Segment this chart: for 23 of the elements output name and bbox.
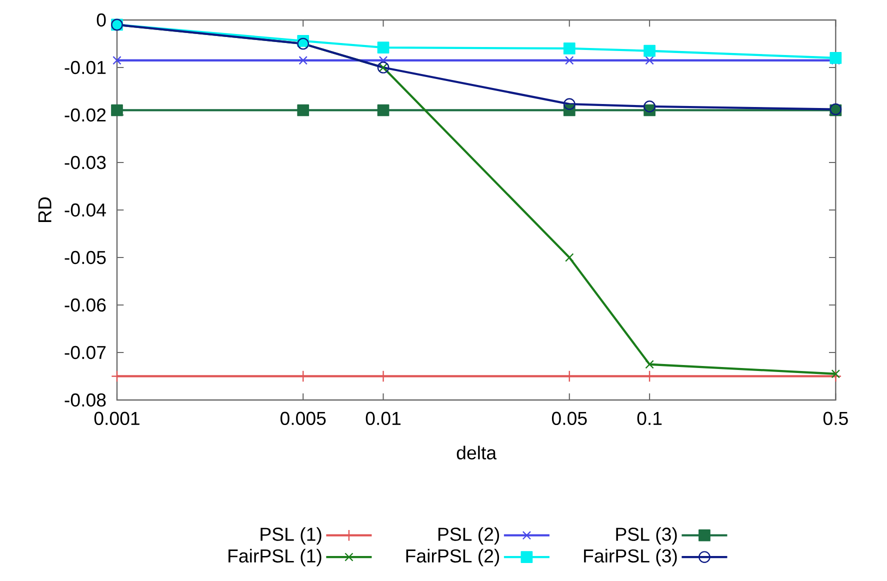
- y-tick-label: -0.02: [64, 108, 106, 122]
- x-tick-label: 0.5: [823, 412, 848, 426]
- x-tick-label: 0.1: [637, 412, 662, 426]
- y-tick-label: -0.05: [64, 250, 106, 264]
- y-tick-label: -0.07: [64, 346, 106, 360]
- y-tick-label: -0.01: [64, 60, 106, 74]
- x-tick-label: 0.01: [366, 412, 401, 426]
- y-tick-label: -0.06: [64, 298, 106, 312]
- y-axis-title: RD: [38, 197, 52, 222]
- legend-label: PSL (2): [438, 527, 500, 545]
- legend-label: PSL (1): [260, 527, 322, 545]
- x-tick-label: 0.005: [280, 412, 326, 426]
- x-tick-label: 0.05: [552, 412, 587, 426]
- x-axis-title: delta: [456, 446, 497, 460]
- legend-label: FairPSL (2): [406, 548, 500, 566]
- legend-label: FairPSL (3): [584, 548, 677, 566]
- x-tick-label: 0.001: [94, 412, 140, 426]
- y-tick-label: -0.08: [64, 393, 106, 407]
- legend-label: FairPSL (1): [228, 548, 322, 566]
- legend-label: PSL (3): [616, 527, 677, 545]
- y-tick-label: -0.04: [64, 203, 106, 217]
- y-tick-label: 0: [96, 13, 106, 27]
- y-tick-label: -0.03: [64, 156, 106, 170]
